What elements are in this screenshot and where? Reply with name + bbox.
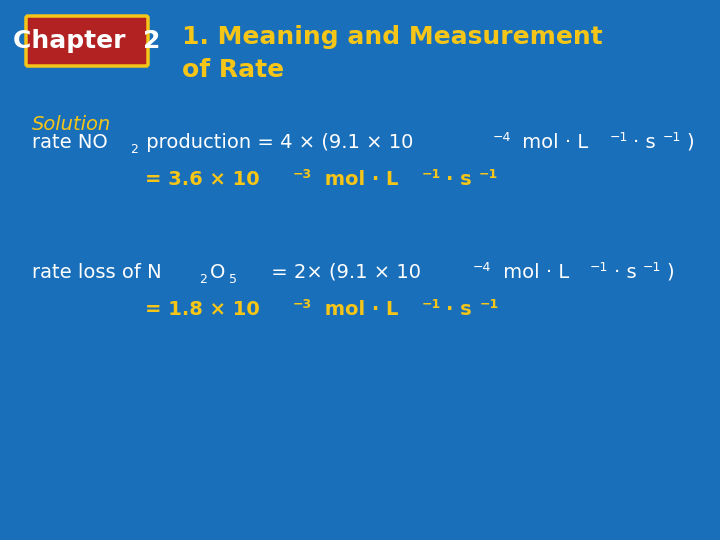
Text: 2: 2 [199,273,207,286]
Text: = 1.8 × 10: = 1.8 × 10 [145,300,260,319]
Text: 5: 5 [229,273,238,286]
Text: rate NO: rate NO [32,133,108,152]
Text: −1: −1 [662,131,681,144]
Text: −1: −1 [590,261,608,274]
Text: · s: · s [613,263,636,282]
Text: Chapter  2: Chapter 2 [13,29,161,53]
Text: −1: −1 [480,298,499,311]
Text: 1. Meaning and Measurement
of Rate: 1. Meaning and Measurement of Rate [182,25,603,82]
Text: −4: −4 [473,261,492,274]
Text: −3: −3 [293,168,312,181]
Text: · s: · s [634,133,656,152]
Text: · s: · s [446,300,472,319]
Text: −1: −1 [610,131,628,144]
Text: −3: −3 [293,298,312,311]
FancyBboxPatch shape [26,16,148,66]
Text: rate loss of N: rate loss of N [32,263,161,282]
Text: production = 4 × (9.1 × 10: production = 4 × (9.1 × 10 [140,133,413,152]
Text: mol · L: mol · L [318,300,398,319]
Text: mol · L: mol · L [497,263,569,282]
Text: ): ) [667,263,675,282]
Text: mol · L: mol · L [318,170,398,189]
Text: −1: −1 [643,261,662,274]
Text: mol · L: mol · L [516,133,589,152]
Text: = 3.6 × 10: = 3.6 × 10 [145,170,260,189]
Text: 2: 2 [130,143,138,156]
Text: −1: −1 [480,168,498,181]
Text: −4: −4 [492,131,511,144]
Text: −1: −1 [421,168,441,181]
Text: ): ) [686,133,694,152]
Text: Solution: Solution [32,115,112,134]
Text: O: O [210,263,225,282]
Text: · s: · s [446,170,472,189]
Text: = 2× (9.1 × 10: = 2× (9.1 × 10 [240,263,420,282]
Text: −1: −1 [421,298,441,311]
